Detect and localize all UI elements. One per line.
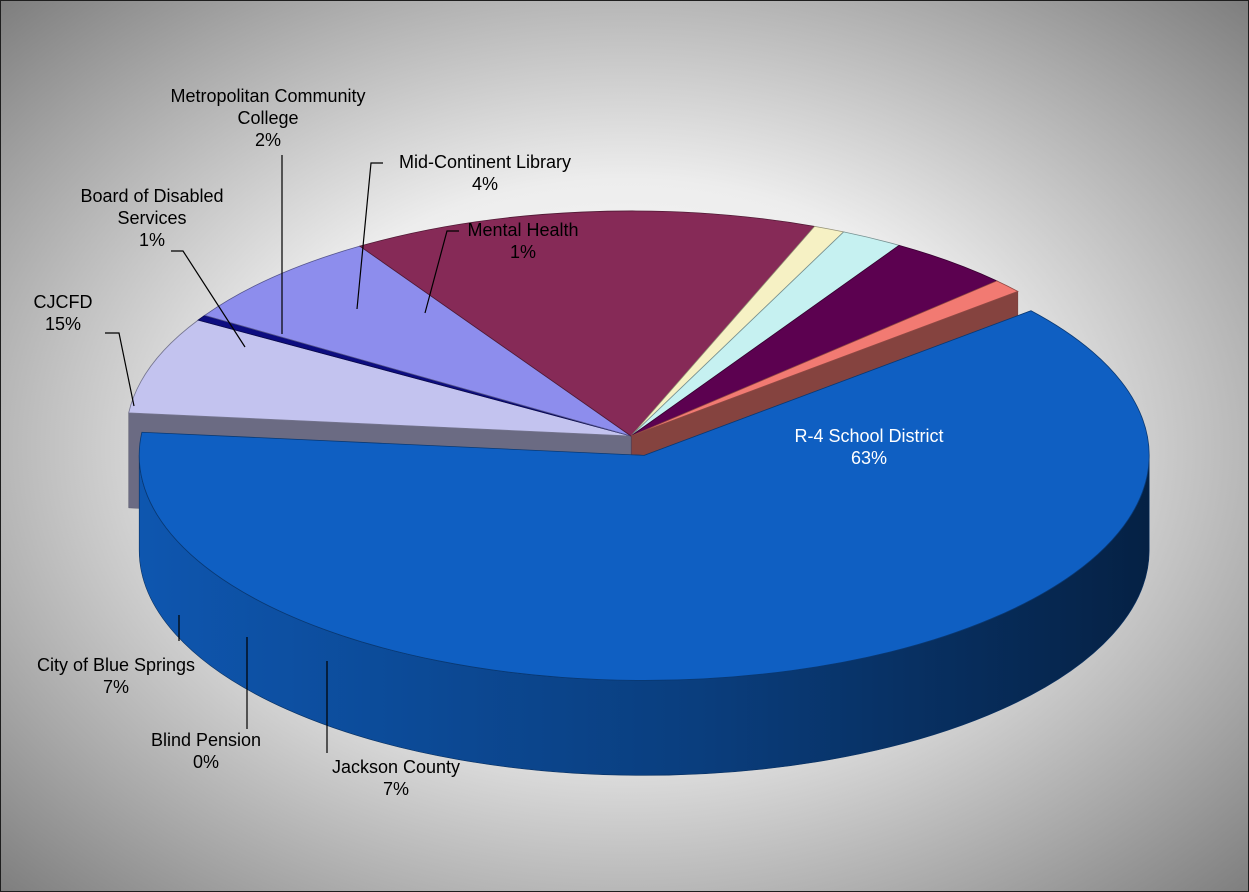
slice-r-4-school-district (138, 310, 1150, 681)
slice-label-text: Jackson County (331, 757, 461, 777)
slice-percent: 4% (471, 174, 499, 194)
slice-label-mental-health: Mental Health 1% (467, 219, 578, 263)
slice-label-metropolitan-community-college: Metropolitan Community College 2% (170, 85, 365, 151)
slice-label-text: Metropolitan Community (170, 86, 366, 106)
slice-label-cjcfd: CJCFD 15% (34, 291, 93, 335)
slice-percent: 1% (509, 242, 536, 262)
slice-city-of-blue-springs (203, 245, 632, 437)
slice-percent: 1% (138, 230, 165, 250)
slice-label-text: Mental Health (467, 220, 579, 240)
slice-percent: 63% (850, 448, 888, 468)
slice-label-text: Services (117, 208, 187, 228)
leader-line-mental-health (424, 230, 459, 314)
slice-label-mid-continent-library: Mid-Continent Library 4% (399, 151, 571, 195)
slice-jackson-county (128, 319, 632, 437)
slice-label-text: Mid-Continent Library (398, 152, 572, 172)
slice-percent: 7% (382, 779, 410, 799)
slice-label-r-4-school-district: R-4 School District 63% (794, 425, 943, 469)
slice-label-board-of-disabled-services: Board of Disabled Services 1% (80, 185, 223, 251)
slice-label-text: R-4 School District (794, 426, 944, 446)
slice-percent: 0% (192, 752, 220, 772)
slice-label-text: College (237, 108, 299, 128)
slice-label-blind-pension: Blind Pension 0% (151, 729, 261, 773)
slice-mental-health (630, 280, 1019, 437)
slice-label-text: CJCFD (33, 292, 93, 312)
slice-label-text: Board of Disabled (80, 186, 224, 206)
slice-label-text: City of Blue Springs (36, 655, 196, 675)
slice-label-jackson-county: Jackson County 7% (332, 756, 460, 800)
slice-label-text: Blind Pension (150, 730, 262, 750)
leader-line-board-of-disabled-services (171, 250, 246, 348)
slice-percent: 15% (44, 314, 82, 334)
slice-percent: 7% (102, 677, 130, 697)
leader-line-mid-continent-library (356, 162, 383, 310)
slice-label-city-of-blue-springs: City of Blue Springs 7% (37, 654, 195, 698)
leader-line-cjcfd (105, 332, 135, 407)
slice-percent: 2% (254, 130, 282, 150)
slice-cjcfd (358, 210, 816, 437)
